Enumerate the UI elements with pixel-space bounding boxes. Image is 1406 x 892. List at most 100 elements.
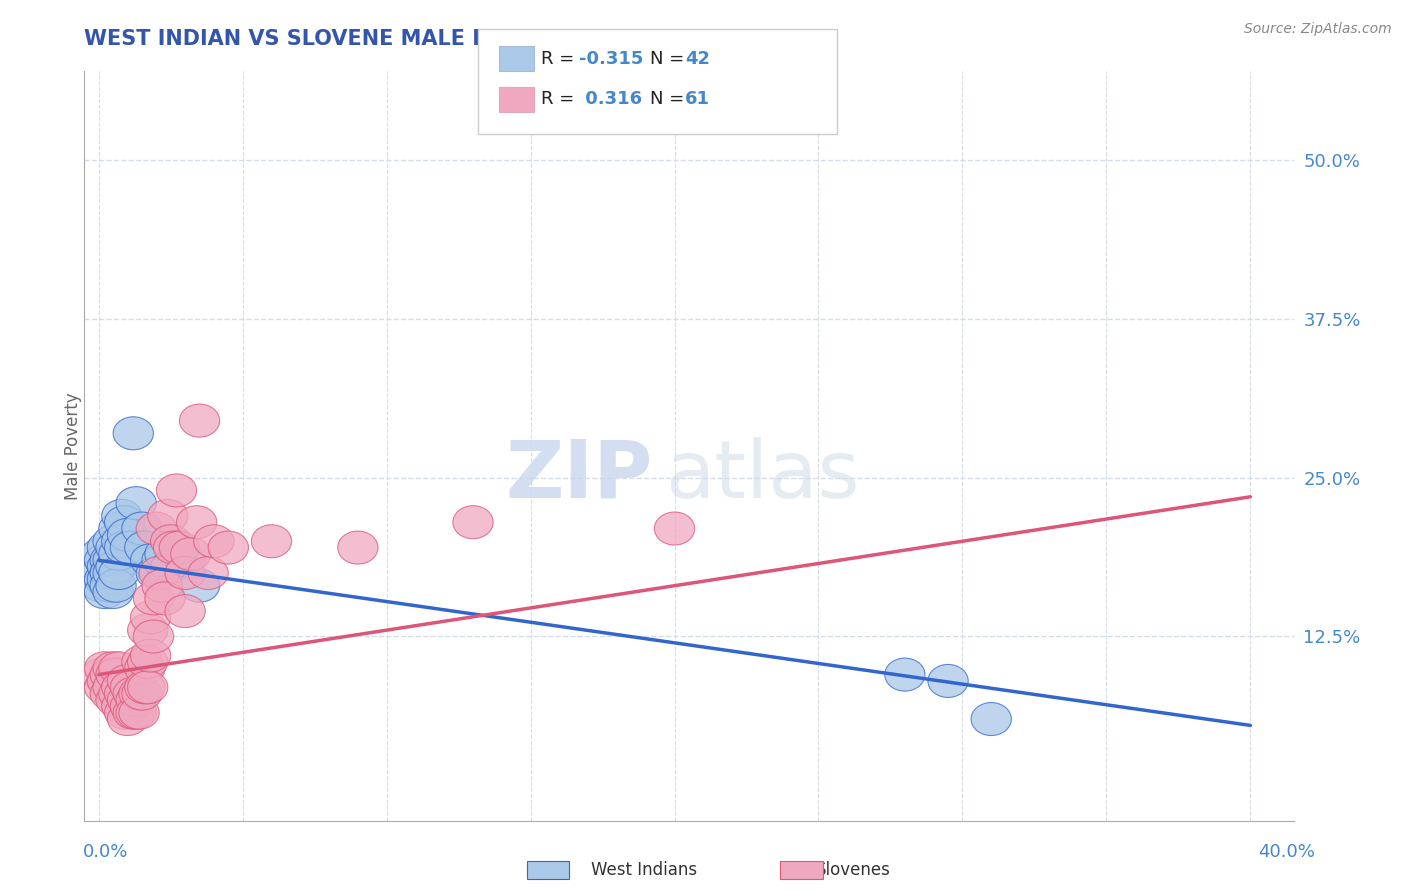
Ellipse shape <box>101 524 142 558</box>
Ellipse shape <box>453 506 494 539</box>
Ellipse shape <box>93 575 134 608</box>
Text: 0.316: 0.316 <box>579 90 643 108</box>
Ellipse shape <box>136 512 177 545</box>
Ellipse shape <box>82 557 122 590</box>
Text: Slovenes: Slovenes <box>815 861 890 879</box>
Ellipse shape <box>110 531 150 564</box>
Text: ZIP: ZIP <box>505 437 652 515</box>
Ellipse shape <box>252 524 291 558</box>
Ellipse shape <box>87 563 128 596</box>
Ellipse shape <box>104 677 145 710</box>
Ellipse shape <box>128 614 167 647</box>
Ellipse shape <box>177 506 217 539</box>
Ellipse shape <box>110 671 150 704</box>
Ellipse shape <box>125 531 165 564</box>
Ellipse shape <box>117 683 156 716</box>
Text: R =: R = <box>541 50 575 68</box>
Ellipse shape <box>87 665 128 698</box>
Ellipse shape <box>84 575 125 608</box>
Ellipse shape <box>142 544 183 577</box>
Text: WEST INDIAN VS SLOVENE MALE POVERTY CORRELATION CHART: WEST INDIAN VS SLOVENE MALE POVERTY CORR… <box>84 29 837 49</box>
Ellipse shape <box>208 531 249 564</box>
Ellipse shape <box>90 677 131 710</box>
Ellipse shape <box>101 690 142 723</box>
Text: Source: ZipAtlas.com: Source: ZipAtlas.com <box>1244 22 1392 37</box>
Ellipse shape <box>131 601 170 634</box>
Ellipse shape <box>134 620 173 653</box>
Ellipse shape <box>98 538 139 571</box>
Ellipse shape <box>104 696 145 729</box>
Ellipse shape <box>139 557 180 590</box>
Ellipse shape <box>90 658 131 691</box>
Y-axis label: Male Poverty: Male Poverty <box>65 392 82 500</box>
Ellipse shape <box>159 531 200 564</box>
Ellipse shape <box>117 487 156 520</box>
Ellipse shape <box>93 544 134 577</box>
Ellipse shape <box>145 538 186 571</box>
Ellipse shape <box>150 550 191 583</box>
Text: West Indians: West Indians <box>591 861 696 879</box>
Ellipse shape <box>107 665 148 698</box>
Ellipse shape <box>82 658 122 691</box>
Ellipse shape <box>134 582 173 615</box>
Ellipse shape <box>84 544 125 577</box>
Ellipse shape <box>107 703 148 736</box>
Ellipse shape <box>194 524 233 558</box>
Ellipse shape <box>98 512 139 545</box>
Ellipse shape <box>120 696 159 729</box>
Ellipse shape <box>107 518 148 551</box>
Ellipse shape <box>93 557 134 590</box>
Ellipse shape <box>87 550 128 583</box>
Ellipse shape <box>150 524 191 558</box>
Ellipse shape <box>96 658 136 691</box>
Text: R =: R = <box>541 90 575 108</box>
Ellipse shape <box>136 557 177 590</box>
Text: 61: 61 <box>685 90 710 108</box>
Text: 40.0%: 40.0% <box>1258 843 1315 861</box>
Ellipse shape <box>93 652 134 685</box>
Ellipse shape <box>84 652 125 685</box>
Text: N =: N = <box>650 50 683 68</box>
Ellipse shape <box>98 557 139 590</box>
Text: N =: N = <box>650 90 683 108</box>
Ellipse shape <box>90 569 131 602</box>
Ellipse shape <box>654 512 695 545</box>
Ellipse shape <box>107 683 148 716</box>
Ellipse shape <box>156 474 197 507</box>
Ellipse shape <box>82 569 122 602</box>
Ellipse shape <box>125 671 165 704</box>
Ellipse shape <box>96 683 136 716</box>
Ellipse shape <box>153 531 194 564</box>
Ellipse shape <box>98 652 139 685</box>
Text: atlas: atlas <box>665 437 859 515</box>
Ellipse shape <box>972 703 1011 736</box>
Ellipse shape <box>117 696 156 729</box>
Ellipse shape <box>101 671 142 704</box>
Ellipse shape <box>84 563 125 596</box>
Ellipse shape <box>96 531 136 564</box>
Ellipse shape <box>122 646 162 679</box>
Ellipse shape <box>98 677 139 710</box>
Ellipse shape <box>96 550 136 583</box>
Ellipse shape <box>112 417 153 450</box>
Ellipse shape <box>165 595 205 628</box>
Ellipse shape <box>104 531 145 564</box>
Ellipse shape <box>93 524 134 558</box>
Ellipse shape <box>84 671 125 704</box>
Ellipse shape <box>101 500 142 533</box>
Ellipse shape <box>104 506 145 539</box>
Ellipse shape <box>112 677 153 710</box>
Text: 42: 42 <box>685 50 710 68</box>
Ellipse shape <box>125 652 165 685</box>
Ellipse shape <box>165 557 205 590</box>
Ellipse shape <box>90 544 131 577</box>
Ellipse shape <box>128 646 167 679</box>
Ellipse shape <box>93 671 134 704</box>
Ellipse shape <box>82 538 122 571</box>
Ellipse shape <box>928 665 969 698</box>
Ellipse shape <box>131 544 170 577</box>
Ellipse shape <box>148 500 188 533</box>
Ellipse shape <box>188 557 228 590</box>
Ellipse shape <box>90 557 131 590</box>
Ellipse shape <box>884 658 925 691</box>
